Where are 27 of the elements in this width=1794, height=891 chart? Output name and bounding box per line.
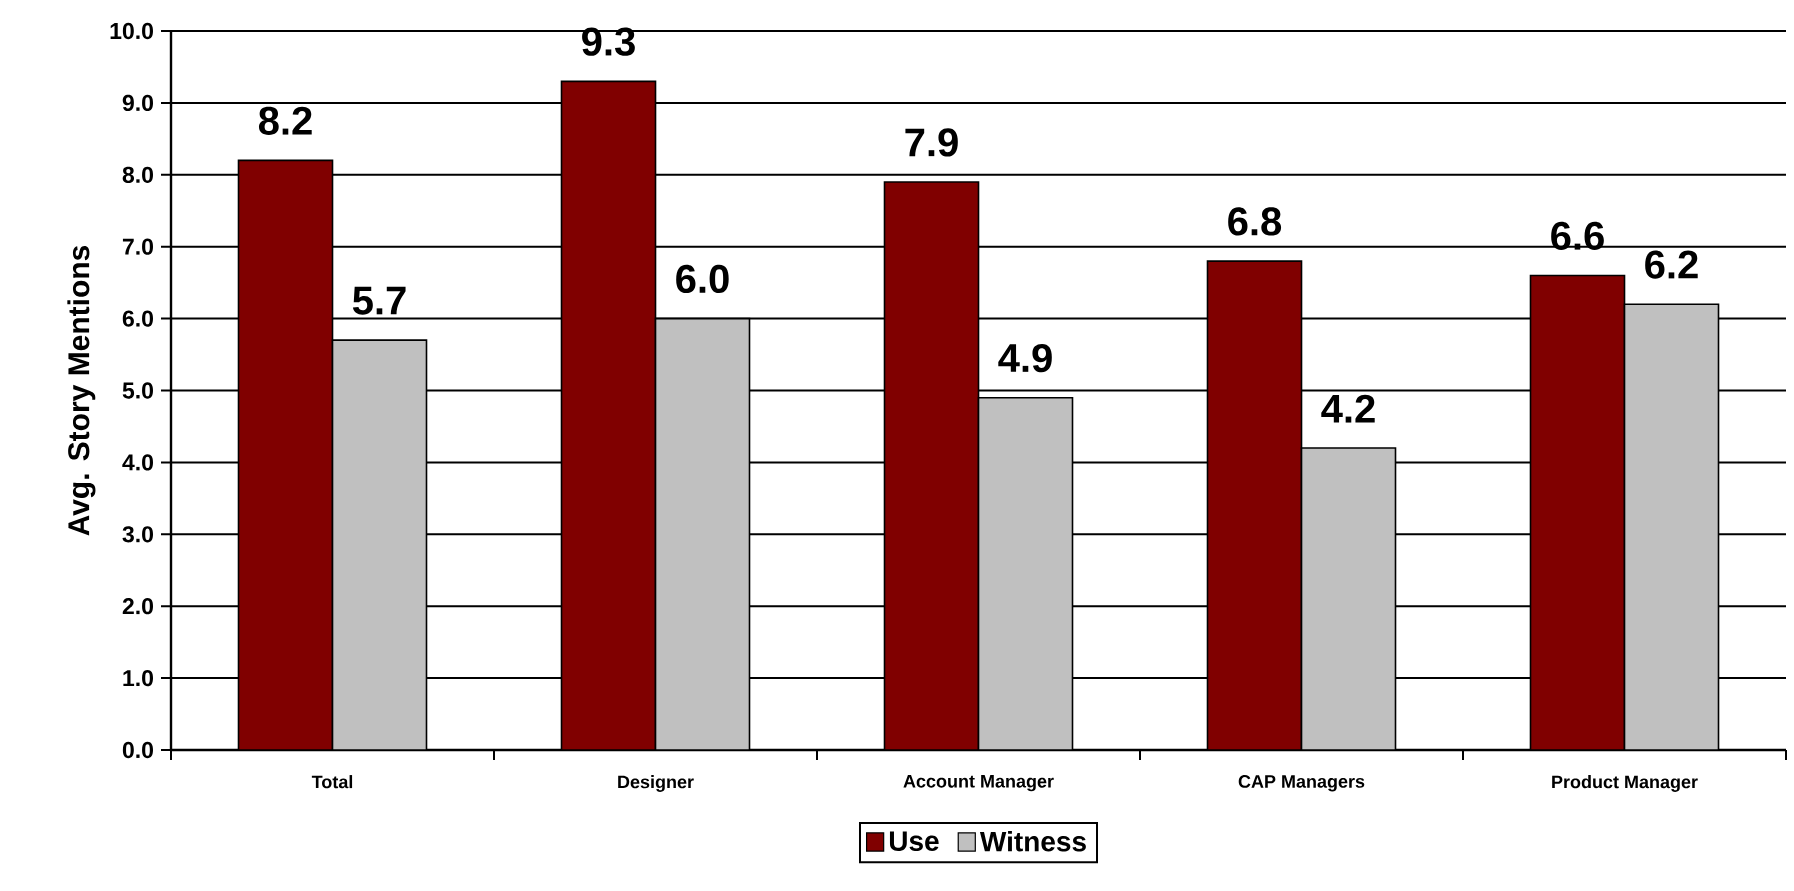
data-label: 6.0 <box>676 264 729 294</box>
y-tick-label: 3.0 <box>122 526 153 543</box>
y-tick-label: 9.0 <box>122 94 153 112</box>
y-axis-title: Avg. Story Mentions <box>67 245 96 536</box>
data-label: 4.2 <box>1321 394 1375 423</box>
data-label: 6.2 <box>1645 250 1698 279</box>
legend-label: Use <box>889 831 939 851</box>
data-label: 8.2 <box>258 106 312 135</box>
y-tick-label: 5.0 <box>122 382 153 399</box>
x-tick-label: CAP Managers <box>1238 775 1365 792</box>
data-label: 7.9 <box>905 128 958 157</box>
x-tick-label: Product Manager <box>1552 775 1698 792</box>
y-tick-label: 1.0 <box>123 669 153 687</box>
x-tick-label: Designer <box>618 775 694 792</box>
y-tick-label: 0.0 <box>122 741 153 759</box>
data-label: 4.9 <box>998 343 1052 373</box>
x-tick-label: Account Manager <box>903 775 1054 792</box>
data-label: 5.7 <box>352 286 406 315</box>
y-tick-label: 7.0 <box>122 238 153 255</box>
y-tick-label: 10.0 <box>110 22 153 40</box>
y-tick-label: 8.0 <box>122 166 153 183</box>
y-tick-label: 4.0 <box>122 454 153 471</box>
legend-label: Witness <box>979 830 1086 852</box>
y-tick-label: 2.0 <box>122 598 153 615</box>
y-tick-label: 6.0 <box>122 310 153 327</box>
data-label: 6.8 <box>1228 207 1282 236</box>
x-tick-label: Total <box>311 775 353 789</box>
